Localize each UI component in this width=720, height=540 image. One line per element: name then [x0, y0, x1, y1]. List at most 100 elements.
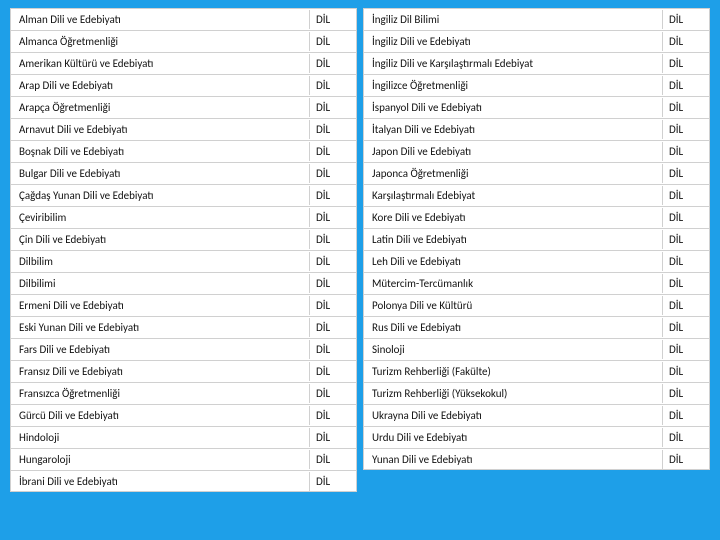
table-row: Arapça ÖğretmenliğiDİL — [10, 96, 357, 118]
table-row: Rus Dili ve EdebiyatıDİL — [363, 316, 710, 338]
table-row: Amerikan Kültürü ve EdebiyatıDİL — [10, 52, 357, 74]
slide: Alman Dili ve EdebiyatıDİLAlmanca Öğretm… — [0, 0, 720, 540]
program-code: DİL — [310, 164, 356, 183]
table-row: Fransızca ÖğretmenliğiDİL — [10, 382, 357, 404]
program-code: DİL — [310, 318, 356, 337]
table-row: Ukrayna Dili ve EdebiyatıDİL — [363, 404, 710, 426]
program-name: Arapça Öğretmenliği — [11, 98, 310, 117]
table-row: İtalyan Dili ve EdebiyatıDİL — [363, 118, 710, 140]
table-row: Bulgar Dili ve EdebiyatıDİL — [10, 162, 357, 184]
table-row: Kore Dili ve EdebiyatıDİL — [363, 206, 710, 228]
table-row: Turizm Rehberliği (Fakülte)DİL — [363, 360, 710, 382]
program-code: DİL — [310, 406, 356, 425]
program-code: DİL — [663, 318, 709, 337]
program-code: DİL — [310, 274, 356, 293]
table-row: HungarolojiDİL — [10, 448, 357, 470]
table-row: Alman Dili ve EdebiyatıDİL — [10, 8, 357, 30]
right-column: İngiliz Dil BilimiDİLİngiliz Dili ve Ede… — [363, 8, 710, 532]
program-name: Latin Dili ve Edebiyatı — [364, 230, 663, 249]
program-code: DİL — [310, 428, 356, 447]
program-code: DİL — [663, 76, 709, 95]
program-name: Polonya Dili ve Kültürü — [364, 296, 663, 315]
program-code: DİL — [663, 406, 709, 425]
program-code: DİL — [663, 186, 709, 205]
program-code: DİL — [663, 274, 709, 293]
table-columns: Alman Dili ve EdebiyatıDİLAlmanca Öğretm… — [0, 0, 720, 540]
program-name: Arnavut Dili ve Edebiyatı — [11, 120, 310, 139]
program-name: Leh Dili ve Edebiyatı — [364, 252, 663, 271]
table-row: Boşnak Dili ve EdebiyatıDİL — [10, 140, 357, 162]
program-name: Dilbilimi — [11, 274, 310, 293]
program-code: DİL — [310, 76, 356, 95]
program-code: DİL — [310, 32, 356, 51]
program-name: İngilizce Öğretmenliği — [364, 76, 663, 95]
program-name: İngiliz Dil Bilimi — [364, 10, 663, 29]
table-row: Japonca ÖğretmenliğiDİL — [363, 162, 710, 184]
program-name: Japonca Öğretmenliği — [364, 164, 663, 183]
program-name: Gürcü Dili ve Edebiyatı — [11, 406, 310, 425]
table-row: Ermeni Dili ve EdebiyatıDİL — [10, 294, 357, 316]
table-row: SinolojiDİL — [363, 338, 710, 360]
program-name: Fars Dili ve Edebiyatı — [11, 340, 310, 359]
program-name: Turizm Rehberliği (Fakülte) — [364, 362, 663, 381]
program-name: Ermeni Dili ve Edebiyatı — [11, 296, 310, 315]
program-code: DİL — [310, 472, 356, 491]
program-name: Karşılaştırmalı Edebiyat — [364, 186, 663, 205]
program-code: DİL — [663, 10, 709, 29]
program-name: Japon Dili ve Edebiyatı — [364, 142, 663, 161]
table-row: İbrani Dili ve EdebiyatıDİL — [10, 470, 357, 492]
program-code: DİL — [310, 362, 356, 381]
table-row: Karşılaştırmalı EdebiyatDİL — [363, 184, 710, 206]
program-code: DİL — [310, 384, 356, 403]
table-row: HindolojiDİL — [10, 426, 357, 448]
program-code: DİL — [663, 98, 709, 117]
table-row: Eski Yunan Dili ve EdebiyatıDİL — [10, 316, 357, 338]
program-name: Kore Dili ve Edebiyatı — [364, 208, 663, 227]
program-name: Çeviribilim — [11, 208, 310, 227]
program-code: DİL — [663, 142, 709, 161]
table-row: Polonya Dili ve KültürüDİL — [363, 294, 710, 316]
program-name: Fransız Dili ve Edebiyatı — [11, 362, 310, 381]
program-code: DİL — [310, 98, 356, 117]
program-name: Ukrayna Dili ve Edebiyatı — [364, 406, 663, 425]
program-name: İngiliz Dili ve Karşılaştırmalı Edebiyat — [364, 54, 663, 73]
program-code: DİL — [663, 32, 709, 51]
program-name: İngiliz Dili ve Edebiyatı — [364, 32, 663, 51]
program-code: DİL — [663, 230, 709, 249]
program-code: DİL — [310, 142, 356, 161]
program-code: DİL — [663, 296, 709, 315]
program-name: Almanca Öğretmenliği — [11, 32, 310, 51]
table-row: Latin Dili ve EdebiyatıDİL — [363, 228, 710, 250]
table-row: İngiliz Dil BilimiDİL — [363, 8, 710, 30]
program-code: DİL — [663, 428, 709, 447]
program-code: DİL — [663, 164, 709, 183]
program-code: DİL — [310, 252, 356, 271]
table-row: İngiliz Dili ve EdebiyatıDİL — [363, 30, 710, 52]
table-row: Almanca ÖğretmenliğiDİL — [10, 30, 357, 52]
left-column: Alman Dili ve EdebiyatıDİLAlmanca Öğretm… — [10, 8, 357, 532]
program-code: DİL — [663, 362, 709, 381]
program-code: DİL — [310, 208, 356, 227]
program-name: İbrani Dili ve Edebiyatı — [11, 472, 310, 491]
program-code: DİL — [310, 296, 356, 315]
program-name: Alman Dili ve Edebiyatı — [11, 10, 310, 29]
table-row: Çağdaş Yunan Dili ve EdebiyatıDİL — [10, 184, 357, 206]
program-code: DİL — [663, 340, 709, 359]
program-code: DİL — [663, 54, 709, 73]
table-row: Çin Dili ve EdebiyatıDİL — [10, 228, 357, 250]
table-row: Fars Dili ve EdebiyatıDİL — [10, 338, 357, 360]
program-name: Hindoloji — [11, 428, 310, 447]
program-name: Urdu Dili ve Edebiyatı — [364, 428, 663, 447]
program-code: DİL — [663, 450, 709, 469]
program-name: Dilbilim — [11, 252, 310, 271]
program-name: Çağdaş Yunan Dili ve Edebiyatı — [11, 186, 310, 205]
program-name: Mütercim-Tercümanlık — [364, 274, 663, 293]
program-code: DİL — [310, 120, 356, 139]
table-row: İspanyol Dili ve EdebiyatıDİL — [363, 96, 710, 118]
table-row: Mütercim-TercümanlıkDİL — [363, 272, 710, 294]
program-name: Boşnak Dili ve Edebiyatı — [11, 142, 310, 161]
table-row: Arnavut Dili ve EdebiyatıDİL — [10, 118, 357, 140]
table-row: Yunan Dili ve EdebiyatıDİL — [363, 448, 710, 470]
table-row: Urdu Dili ve EdebiyatıDİL — [363, 426, 710, 448]
program-name: İtalyan Dili ve Edebiyatı — [364, 120, 663, 139]
